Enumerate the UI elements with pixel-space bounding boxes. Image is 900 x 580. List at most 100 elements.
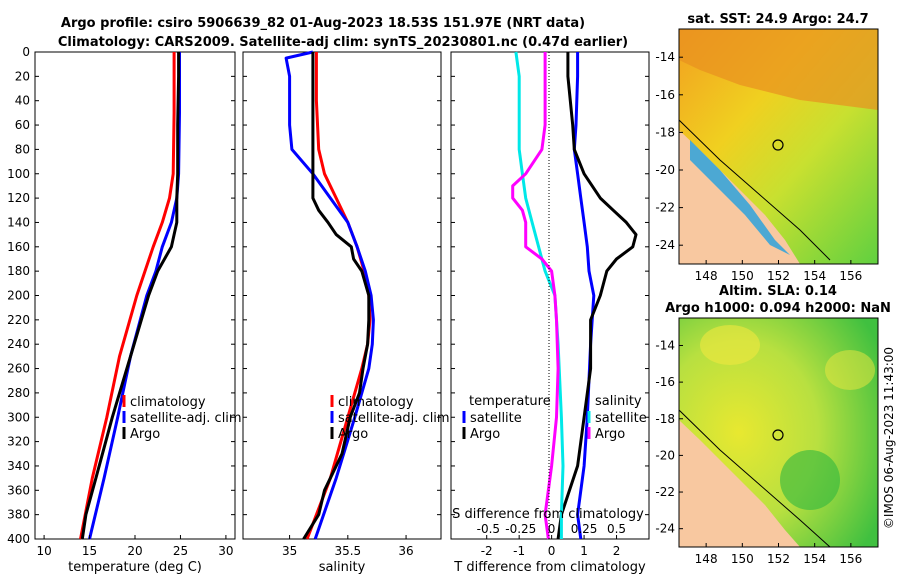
- legend-salinity: salinity: [595, 394, 642, 409]
- depth-tick-label: 0: [22, 45, 30, 59]
- x-tick-label: 36: [398, 544, 413, 558]
- sst-title: sat. SST: 24.9 Argo: 24.7: [687, 12, 868, 27]
- depth-tick-label: 160: [7, 240, 30, 254]
- x-tick-label: -2: [481, 544, 493, 558]
- depth-tick-label: 260: [7, 362, 30, 376]
- salinity-xlabel: salinity: [319, 560, 366, 575]
- x-tick-label: 10: [36, 544, 51, 558]
- diff-line-t-argo: [556, 52, 638, 540]
- depth-tick-label: 380: [7, 508, 30, 522]
- x-tick-label: 35.5: [334, 544, 361, 558]
- salinity-legend: climatology satellite-adj. clim Argo: [330, 395, 450, 442]
- depth-tick-label: 120: [7, 191, 30, 205]
- lat-tick-label: -18: [655, 412, 675, 426]
- depth-tick-label: 180: [7, 264, 30, 278]
- depth-tick-label: 240: [7, 337, 30, 351]
- x-tick-label: 20: [127, 544, 142, 558]
- legend-t-argo: Argo: [470, 427, 500, 442]
- x-tick-label: 1: [580, 544, 588, 558]
- legend-s-satellite: satellite: [595, 411, 647, 426]
- x-tick-label: -1: [513, 544, 525, 558]
- x-tick-label: 30: [218, 544, 233, 558]
- argo-position-marker: [772, 429, 784, 441]
- x-tick-label: 0: [548, 544, 556, 558]
- salinity-panel: [242, 51, 442, 540]
- temp-line-satellite-adj-clim: [88, 52, 181, 540]
- s-difference-top-label: S difference from climatology: [452, 507, 644, 522]
- depth-tick-label: 200: [7, 289, 30, 303]
- lat-tick-label: -18: [655, 125, 675, 139]
- sst-map: [679, 29, 878, 264]
- diff-line-t-satellite: [572, 52, 596, 540]
- legend-s-argo: Argo: [595, 427, 625, 442]
- temp-line-argo: [80, 52, 181, 540]
- legend-t-satellite: satellite: [470, 411, 522, 426]
- sla-title-1: Altim. SLA: 0.14: [719, 284, 837, 299]
- x-tick-label: 15: [82, 544, 97, 558]
- salinity-series: [284, 50, 375, 540]
- lon-tick-label: 156: [839, 269, 862, 283]
- lon-tick-label: 148: [695, 269, 718, 283]
- sal-line-argo: [302, 52, 371, 540]
- depth-tick-label: 400: [7, 532, 30, 546]
- lat-tick-label: -22: [655, 485, 675, 499]
- depth-tick-label: 40: [15, 94, 30, 108]
- x-tick-label: 35: [282, 544, 297, 558]
- title-line-2: Climatology: CARS2009. Satellite-adj cli…: [58, 35, 628, 50]
- lat-tick-label: -16: [655, 375, 675, 389]
- legend-argo: Argo: [130, 427, 160, 442]
- depth-tick-label: 20: [15, 69, 30, 83]
- depth-tick-label: 340: [7, 459, 30, 473]
- difference-legend-left: temperature satellite Argo: [462, 394, 551, 442]
- argo-position-marker: [772, 139, 784, 151]
- x-tick-label: 25: [173, 544, 188, 558]
- temp-line-climatology: [79, 52, 176, 540]
- lat-tick-label: -24: [655, 522, 675, 536]
- s-difference-tick-labels: -0.5 -0.25 0 0.25 0.5: [477, 522, 626, 536]
- lat-tick-label: -16: [655, 88, 675, 102]
- lon-tick-label: 152: [767, 269, 790, 283]
- s-diff-tick-label: -0.25: [505, 522, 536, 536]
- temperature-panel: [34, 51, 236, 540]
- depth-tick-label: 100: [7, 167, 30, 181]
- temperature-xlabel: temperature (deg C): [68, 560, 202, 575]
- depth-tick-label: 220: [7, 313, 30, 327]
- legend-argo: Argo: [338, 427, 368, 442]
- diff-line-s-argo: [511, 52, 560, 540]
- temperature-series: [79, 52, 181, 540]
- difference-panel: [450, 51, 650, 540]
- lon-tick-label: 152: [767, 552, 790, 566]
- diff-line-s-satellite: [514, 51, 565, 539]
- sal-line-satellite-adj-clim: [284, 50, 375, 540]
- lat-tick-label: -14: [655, 50, 675, 64]
- lat-tick-label: -22: [655, 201, 675, 215]
- x-tick-label: 2: [613, 544, 621, 558]
- s-diff-tick-label: 0: [548, 522, 556, 536]
- lat-tick-label: -20: [655, 448, 675, 462]
- lon-tick-label: 156: [839, 552, 862, 566]
- sla-title-2: Argo h1000: 0.094 h2000: NaN: [665, 301, 891, 316]
- lon-tick-label: 154: [803, 269, 826, 283]
- depth-tick-label: 320: [7, 435, 30, 449]
- s-diff-tick-label: 0.25: [571, 522, 598, 536]
- imos-watermark: ©IMOS 06-Aug-2023 11:43:00: [882, 347, 896, 529]
- temperature-legend: climatology satellite-adj. clim Argo: [122, 395, 242, 442]
- x-tick-labels: 10 15 20 25 30 35 35.5 36 -2 -1 0 1 2: [36, 535, 620, 558]
- lon-tick-label: 148: [695, 552, 718, 566]
- sst-axis: 148 150 152 154 156 -14 -16 -18 -20 -22 -24: [655, 50, 862, 283]
- lat-tick-label: -14: [655, 338, 675, 352]
- title-line-1: Argo profile: csiro 5906639_82 01-Aug-20…: [61, 16, 585, 31]
- difference-legend-right: salinity satellite Argo: [587, 394, 647, 442]
- sla-axis: 148 150 152 154 156 -14 -16 -18 -20 -22 -24: [655, 338, 862, 566]
- depth-tick-label: 360: [7, 483, 30, 497]
- lat-tick-label: -20: [655, 163, 675, 177]
- lon-tick-label: 154: [803, 552, 826, 566]
- difference-xlabel: T difference from climatology: [453, 560, 646, 575]
- depth-axis: 0 20 40 60 80 100 120 140 160 180 200 220 240 260 280 3…: [7, 45, 649, 546]
- s-diff-tick-label: 0.5: [607, 522, 626, 536]
- depth-tick-label: 60: [15, 118, 30, 132]
- legend-temperature: temperature: [469, 394, 551, 409]
- legend-climatology: climatology: [338, 395, 414, 410]
- s-diff-tick-label: -0.5: [477, 522, 500, 536]
- legend-satellite: satellite-adj. clim: [338, 411, 450, 426]
